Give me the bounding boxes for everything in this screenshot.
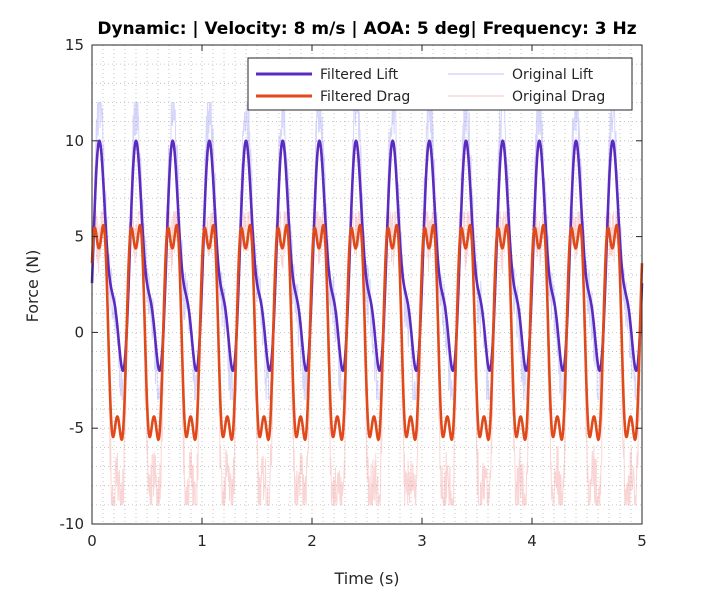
x-axis: 0 1 2 3 4 5 bbox=[87, 45, 647, 550]
legend-original-lift-label: Original Lift bbox=[512, 67, 594, 83]
y-tick-label: 0 bbox=[74, 323, 84, 341]
series-original-drag bbox=[91, 211, 643, 506]
x-tick-label: 1 bbox=[197, 532, 207, 550]
x-tick-label: 5 bbox=[637, 532, 647, 550]
x-tick-label: 2 bbox=[307, 532, 317, 550]
x-axis-label: Time (s) bbox=[333, 569, 399, 588]
plot-area bbox=[90, 101, 644, 506]
series-filtered-drag bbox=[90, 223, 644, 441]
legend-original-drag-label: Original Drag bbox=[512, 89, 605, 105]
legend: Filtered Lift Original Lift Filtered Drag O… bbox=[247, 57, 633, 111]
series-filtered-lift bbox=[90, 139, 644, 373]
legend-filtered-lift-label: Filtered Lift bbox=[320, 67, 399, 83]
x-tick-label: 3 bbox=[417, 532, 427, 550]
legend-filtered-drag-label: Filtered Drag bbox=[320, 89, 410, 105]
y-tick-label: -10 bbox=[60, 515, 85, 533]
axes-frame bbox=[91, 44, 643, 525]
y-tick-label: -5 bbox=[69, 419, 84, 437]
x-tick-label: 0 bbox=[87, 532, 97, 550]
y-tick-label: 15 bbox=[65, 36, 84, 54]
y-axis-label: Force (N) bbox=[23, 250, 42, 323]
y-tick-label: 5 bbox=[74, 228, 84, 246]
y-axis: -10 -5 0 5 10 15 bbox=[60, 36, 642, 533]
chart-title: Dynamic: | Velocity: 8 m/s | AOA: 5 deg|… bbox=[97, 19, 636, 39]
x-tick-label: 4 bbox=[527, 532, 537, 550]
y-tick-label: 10 bbox=[65, 132, 84, 150]
legend-box bbox=[247, 57, 633, 111]
